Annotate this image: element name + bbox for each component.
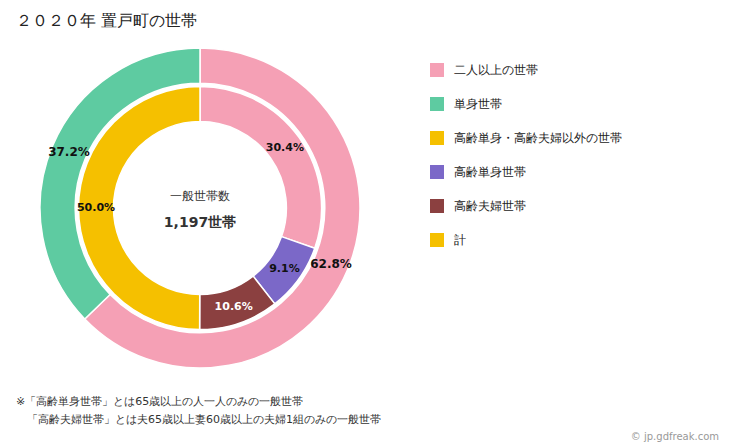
center-text: 1,197世帯 [164, 214, 236, 230]
legend-label: 単身世帯 [454, 97, 502, 111]
legend-label: 計 [454, 233, 466, 247]
legend-swatch [430, 131, 444, 145]
data-label: 30.4% [266, 141, 304, 154]
legend-item: 単身世帯 [430, 97, 502, 111]
legend-label: 高齢単身世帯 [454, 165, 526, 179]
donut [40, 48, 360, 368]
credit: © jp.gdfreak.com [631, 431, 719, 442]
legend-item: 計 [430, 233, 466, 247]
legend-item: 高齢単身世帯 [430, 165, 526, 179]
center-text: 一般世帯数 [170, 189, 230, 203]
legend-label: 高齢単身・高齢夫婦以外の世帯 [454, 131, 622, 145]
data-label: 10.6% [215, 300, 253, 313]
note: 「高齢夫婦世帯」とは夫65歳以上妻60歳以上の夫婦1組のみの一般世帯 [16, 413, 381, 426]
chart: ２０２０年 置戸町の世帯 62.8% 37.2% 30.4% 9.1% 10.6% 50.0… [0, 0, 729, 446]
legend-label: 二人以上の世帯 [454, 63, 538, 77]
legend-swatch [430, 233, 444, 247]
note: ※「高齢単身世帯」とは65歳以上の人一人のみの一般世帯 [16, 395, 303, 408]
data-label: 9.1% [269, 262, 300, 275]
data-label: 37.2% [48, 145, 90, 159]
title: ２０２０年 置戸町の世帯 [16, 11, 197, 30]
legend: 二人以上の世帯単身世帯高齢単身・高齢夫婦以外の世帯高齢単身世帯高齢夫婦世帯計 [430, 63, 622, 247]
legend-item: 二人以上の世帯 [430, 63, 538, 77]
legend-item: 高齢単身・高齢夫婦以外の世帯 [430, 131, 622, 145]
legend-swatch [430, 63, 444, 77]
data-label: 50.0% [77, 201, 115, 214]
legend-label: 高齢夫婦世帯 [454, 199, 526, 213]
legend-swatch [430, 199, 444, 213]
legend-swatch [430, 165, 444, 179]
legend-swatch [430, 97, 444, 111]
data-label: 62.8% [310, 257, 352, 271]
legend-item: 高齢夫婦世帯 [430, 199, 526, 213]
donut-labels: 62.8% 37.2% 30.4% 9.1% 10.6% 50.0% 一般世帯数 1,197世… [48, 141, 352, 313]
slice [200, 276, 275, 329]
